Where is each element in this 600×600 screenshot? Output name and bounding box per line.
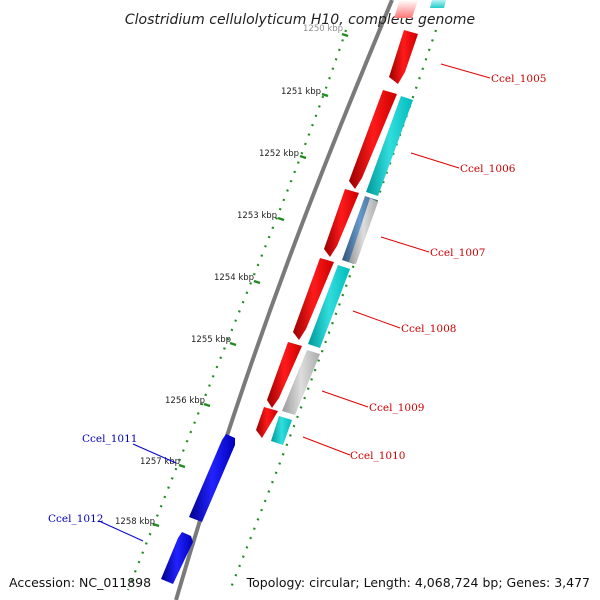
kbp-label: 1252 kbp [259,149,299,159]
accession-text: Accession: NC_011898 [9,575,151,590]
kbp-label: 1258 kbp [115,517,155,527]
kbp-major-tick [178,463,186,469]
kbp-major-tick [277,216,285,222]
forward-gene-arrow[interactable] [349,90,397,189]
kbp-label: 1255 kbp [191,335,231,345]
kbp-label: 1250 kbp [303,24,343,34]
kbp-major-tick [321,92,329,98]
reverse-gene-arrow[interactable] [189,434,235,522]
gene-label-ccel-1007[interactable]: Ccel_1007 [430,247,485,259]
gene-callout-line [410,152,460,169]
cds-feature-bar[interactable] [366,96,413,196]
gene-label-ccel-1008[interactable]: Ccel_1008 [401,323,456,335]
gene-callout-line [132,443,177,464]
gene-label-ccel-1012[interactable]: Ccel_1012 [48,513,103,525]
gene-callout-line [380,236,430,253]
kbp-major-tick [229,341,237,347]
gene-callout-line [352,310,401,329]
kbp-major-tick [203,402,211,408]
gene-callout-line [98,520,144,542]
kbp-label: 1251 kbp [281,87,321,97]
forward-gene-arrow[interactable] [394,0,418,18]
kbp-label: 1254 kbp [214,273,254,283]
genome-summary-text: Topology: circular; Length: 4,068,724 bp… [246,575,590,590]
cds-feature-bar[interactable] [349,198,378,264]
forward-gene-arrow[interactable] [267,342,302,408]
kbp-major-tick [253,279,261,285]
gene-label-ccel-1006[interactable]: Ccel_1006 [460,163,516,175]
gene-label-ccel-1005[interactable]: Ccel_1005 [491,73,546,85]
gene-label-ccel-1011[interactable]: Ccel_1011 [82,433,137,445]
kbp-label: 1256 kbp [165,396,205,406]
forward-gene-arrow[interactable] [293,258,334,340]
gene-label-ccel-1009[interactable]: Ccel_1009 [369,402,424,414]
cds-feature-bar[interactable] [308,265,350,348]
gene-callout-line [302,436,351,456]
kbp-major-tick [299,154,307,160]
gene-label-ccel-1010[interactable]: Ccel_1010 [350,450,405,462]
kbp-label: 1253 kbp [237,211,277,221]
gene-callout-line [440,63,491,79]
forward-gene-arrow[interactable] [324,189,359,257]
cds-feature-bar[interactable] [282,350,320,415]
cds-feature-bar[interactable] [271,416,292,445]
scale-tick-ring [126,29,348,591]
gene-callout-line [321,390,369,408]
cds-feature-bar[interactable] [430,0,446,8]
kbp-label: 1257 kbp [140,457,180,467]
forward-gene-arrow[interactable] [256,407,278,438]
kbp-major-tick [341,32,349,38]
forward-gene-arrow[interactable] [389,30,418,84]
map-title: Clostridium cellulolyticum H10, complete… [125,12,475,28]
kbp-major-tick [152,522,160,528]
reverse-gene-arrow[interactable] [161,532,193,584]
